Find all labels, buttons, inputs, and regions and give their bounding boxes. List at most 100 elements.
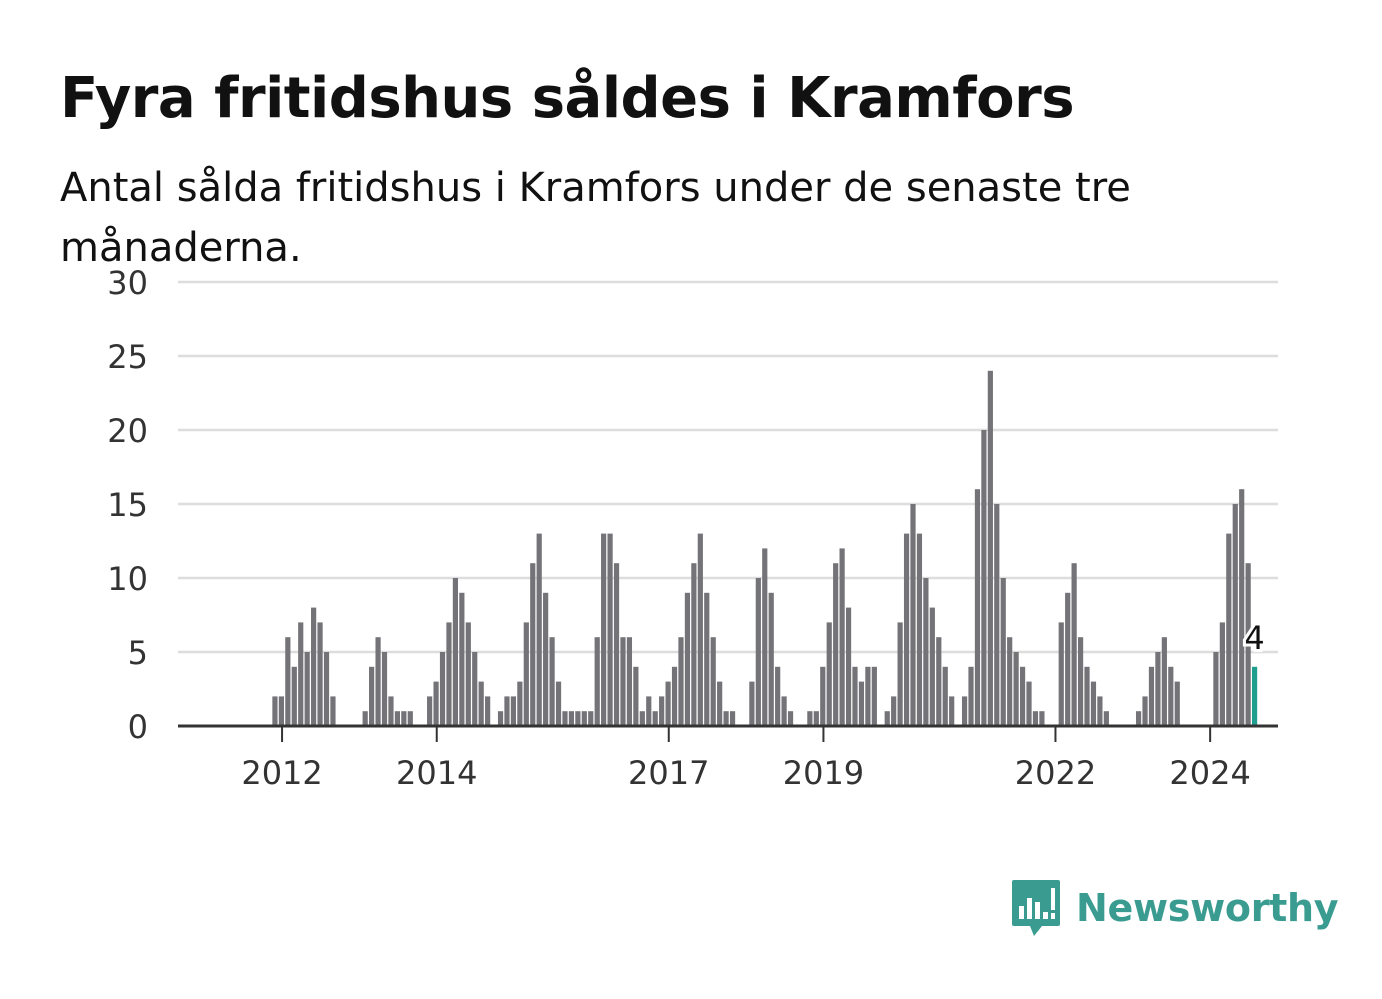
bar [1135, 711, 1142, 726]
bar [1090, 681, 1097, 726]
bar [311, 607, 317, 726]
bar [485, 696, 491, 726]
highlight-data-label: 4 [1244, 619, 1264, 657]
y-tick-label: 0 [128, 708, 148, 746]
bar [555, 681, 562, 726]
bar [852, 666, 858, 726]
bar [678, 637, 684, 726]
bar [929, 607, 935, 726]
x-tick-label: 2024 [1169, 754, 1250, 792]
bar [710, 637, 716, 726]
bar [291, 666, 297, 726]
bar [607, 533, 613, 726]
bar [646, 696, 652, 726]
bar [285, 637, 291, 726]
y-tick-label: 5 [128, 634, 148, 672]
bar [775, 666, 781, 726]
bar [459, 592, 465, 726]
chart-subtitle: Antal sålda fritidshus i Kramfors under … [60, 165, 1131, 271]
bar [1065, 592, 1071, 726]
bar [1097, 696, 1103, 726]
bar [1077, 637, 1084, 726]
bar [549, 637, 555, 726]
bar [1000, 578, 1006, 726]
y-tick-label: 20 [107, 412, 148, 450]
bar [891, 696, 897, 726]
bar [1232, 504, 1238, 726]
bar [839, 548, 845, 726]
bar [626, 637, 633, 726]
bar [1013, 652, 1019, 726]
bar [633, 666, 639, 726]
bar [936, 637, 942, 726]
bar [729, 711, 736, 726]
x-tick-label: 2019 [783, 754, 864, 792]
bar-highlight [1251, 666, 1258, 726]
grid-lines [178, 280, 1278, 654]
bar [755, 578, 761, 726]
bar [594, 637, 600, 726]
bar [1032, 711, 1039, 726]
y-axis-ticks: 0 5 10 15 20 25 30 [107, 264, 148, 746]
bar [1058, 622, 1064, 726]
bars [272, 370, 1258, 726]
bar [452, 578, 459, 726]
bar [897, 622, 903, 726]
bar [394, 711, 400, 726]
bar [388, 696, 394, 726]
bar [807, 711, 813, 726]
newsworthy-logo: Newsworthy [1010, 878, 1339, 938]
bar [723, 711, 729, 726]
bar [568, 711, 575, 726]
bar [369, 666, 375, 726]
bar [768, 592, 774, 726]
bar [1219, 622, 1225, 726]
bar [652, 711, 658, 726]
y-tick-label: 15 [107, 486, 148, 524]
bar [987, 370, 993, 726]
bar [845, 607, 852, 726]
bar [439, 652, 446, 726]
bar [781, 696, 787, 726]
bar [1103, 711, 1109, 726]
bar [1084, 666, 1090, 726]
bar [968, 666, 974, 726]
bar [1245, 563, 1251, 726]
bar [472, 652, 478, 726]
bar [994, 504, 1000, 726]
bar [581, 711, 587, 726]
bar [1161, 637, 1167, 726]
bar [671, 666, 678, 726]
bar [1026, 681, 1032, 726]
y-tick-label: 30 [107, 264, 148, 302]
bar [961, 696, 968, 726]
bar [1142, 696, 1148, 726]
data-labels: 4 [1241, 616, 1267, 660]
bar [613, 563, 620, 726]
bar [884, 711, 890, 726]
chart-title: Fyra fritidshus såldes i Kramfors [60, 66, 1075, 131]
bar [562, 711, 568, 726]
bar [949, 696, 955, 726]
bar [826, 622, 832, 726]
bar [536, 533, 542, 726]
bar [923, 578, 929, 726]
bar [575, 711, 581, 726]
bar [684, 592, 691, 726]
bar [362, 711, 368, 726]
bar [523, 622, 529, 726]
bar [858, 681, 865, 726]
bar [278, 696, 284, 726]
x-tick-label: 2022 [1015, 754, 1096, 792]
bar [272, 696, 278, 726]
bar [981, 430, 987, 726]
bar [298, 622, 304, 726]
bar [330, 696, 336, 726]
bar [1168, 666, 1174, 726]
bar [620, 637, 626, 726]
bar [543, 592, 549, 726]
bar [323, 652, 330, 726]
bar [304, 652, 310, 726]
bar [375, 637, 381, 726]
x-tick-label: 2014 [396, 754, 477, 792]
